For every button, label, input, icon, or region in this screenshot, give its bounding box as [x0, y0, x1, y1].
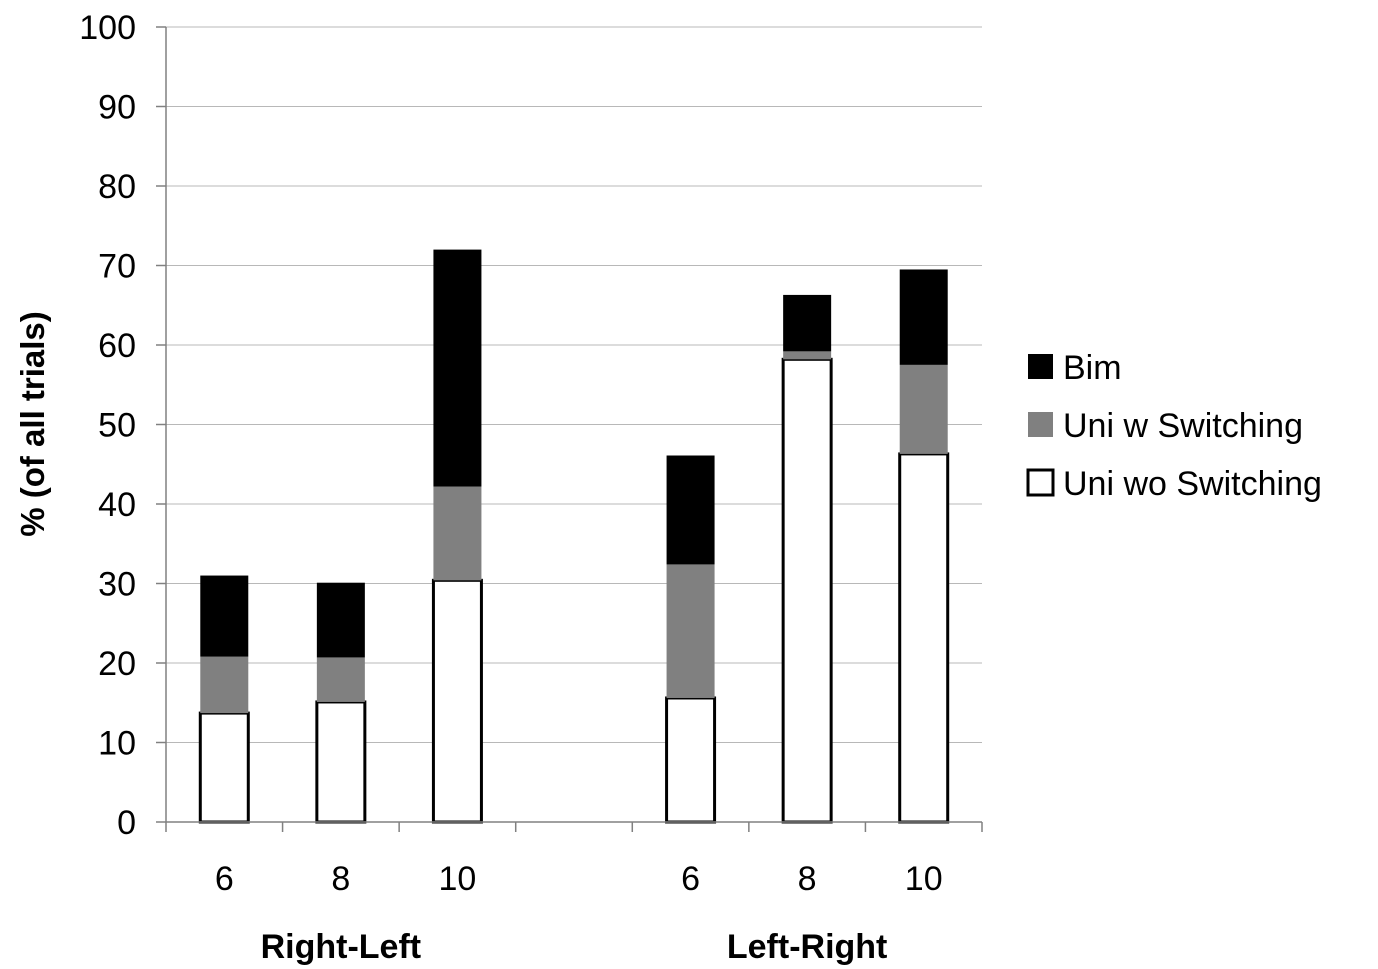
bar-segment [781, 357, 833, 824]
x-category-label: 6 [681, 860, 700, 898]
bar-segment [899, 364, 948, 454]
x-category-labels: 6 8 10 6 8 10 [215, 860, 943, 898]
group-label: Right-Left [261, 928, 422, 966]
y-tick-label: 90 [98, 89, 136, 127]
x-category-label: 10 [439, 860, 477, 898]
y-tick-label: 80 [98, 168, 136, 206]
group-label: Left-Right [727, 928, 888, 966]
y-tick-label: 60 [98, 327, 136, 365]
legend-label: Uni w Switching [1063, 407, 1303, 445]
gridlines [166, 26, 982, 743]
bar-segment [783, 294, 832, 352]
bar-segment [315, 700, 367, 824]
bar-segment [200, 575, 249, 657]
y-tick-label: 20 [98, 645, 136, 683]
y-tick-label: 10 [98, 725, 136, 763]
y-tick-label: 100 [79, 9, 136, 47]
y-axis-label: % (of all trials) [14, 311, 51, 537]
y-tick-label: 30 [98, 566, 136, 604]
y-tick-label: 0 [117, 804, 136, 842]
bar-segment [316, 582, 365, 658]
bar-segment [433, 249, 482, 487]
legend-swatch [1028, 412, 1053, 437]
legend-label: Bim [1063, 349, 1122, 387]
bar-segment [666, 564, 715, 698]
y-tick-labels: 0 10 20 30 40 50 60 70 80 90 100 [79, 9, 136, 842]
x-category-label: 10 [905, 860, 943, 898]
bar-segment [783, 351, 832, 360]
x-category-label: 8 [798, 860, 817, 898]
bar-segment [666, 455, 715, 565]
legend-swatch [1028, 354, 1053, 379]
legend-label: Uni wo Switching [1063, 465, 1322, 503]
y-tick-label: 70 [98, 248, 136, 286]
axes [156, 26, 983, 832]
y-tick-label: 40 [98, 486, 136, 524]
bar-segment [431, 578, 483, 824]
y-tick-label: 50 [98, 407, 136, 445]
x-category-label: 8 [331, 860, 350, 898]
bar-segment [433, 486, 482, 581]
bar-segment [200, 656, 249, 714]
bar-segment [316, 657, 365, 702]
bar-segment [665, 696, 717, 824]
bar-segment [898, 452, 950, 824]
legend-swatch [1026, 468, 1055, 497]
group-labels: Right-Left Left-Right [261, 928, 888, 966]
bar-segment [198, 711, 250, 824]
legend: Bim Uni w Switching Uni wo Switching [1026, 349, 1322, 503]
bar-segment [899, 269, 948, 365]
bars [198, 249, 950, 824]
x-category-label: 6 [215, 860, 234, 898]
